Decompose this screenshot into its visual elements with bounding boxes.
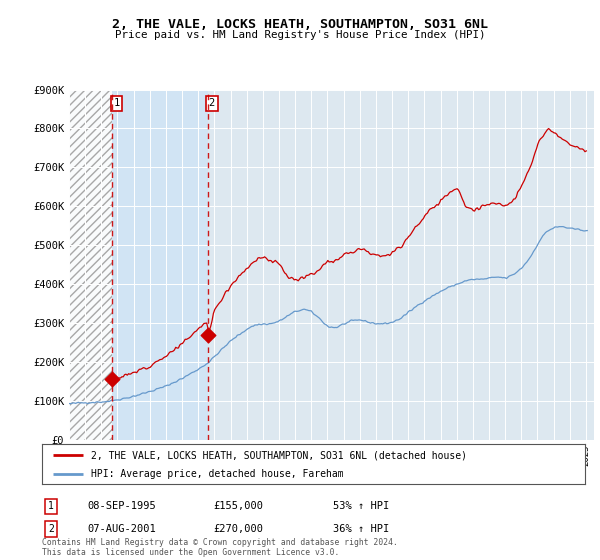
Text: Price paid vs. HM Land Registry's House Price Index (HPI): Price paid vs. HM Land Registry's House … — [115, 30, 485, 40]
Bar — [112, 90, 208, 440]
Text: 2, THE VALE, LOCKS HEATH, SOUTHAMPTON, SO31 6NL (detached house): 2, THE VALE, LOCKS HEATH, SOUTHAMPTON, S… — [91, 450, 467, 460]
Text: 08-SEP-1995: 08-SEP-1995 — [87, 501, 156, 511]
Text: 07-AUG-2001: 07-AUG-2001 — [87, 524, 156, 534]
Text: 53% ↑ HPI: 53% ↑ HPI — [333, 501, 389, 511]
Text: 2, THE VALE, LOCKS HEATH, SOUTHAMPTON, SO31 6NL: 2, THE VALE, LOCKS HEATH, SOUTHAMPTON, S… — [112, 18, 488, 31]
Text: £270,000: £270,000 — [213, 524, 263, 534]
Text: 1: 1 — [113, 99, 119, 108]
Point — [203, 330, 213, 339]
Text: HPI: Average price, detached house, Fareham: HPI: Average price, detached house, Fare… — [91, 469, 343, 479]
Text: 36% ↑ HPI: 36% ↑ HPI — [333, 524, 389, 534]
Text: £155,000: £155,000 — [213, 501, 263, 511]
Text: 1: 1 — [48, 501, 54, 511]
Text: 2: 2 — [48, 524, 54, 534]
Point — [107, 375, 117, 384]
Text: 2: 2 — [209, 99, 215, 108]
Text: Contains HM Land Registry data © Crown copyright and database right 2024.
This d: Contains HM Land Registry data © Crown c… — [42, 538, 398, 557]
Bar — [69, 90, 112, 440]
